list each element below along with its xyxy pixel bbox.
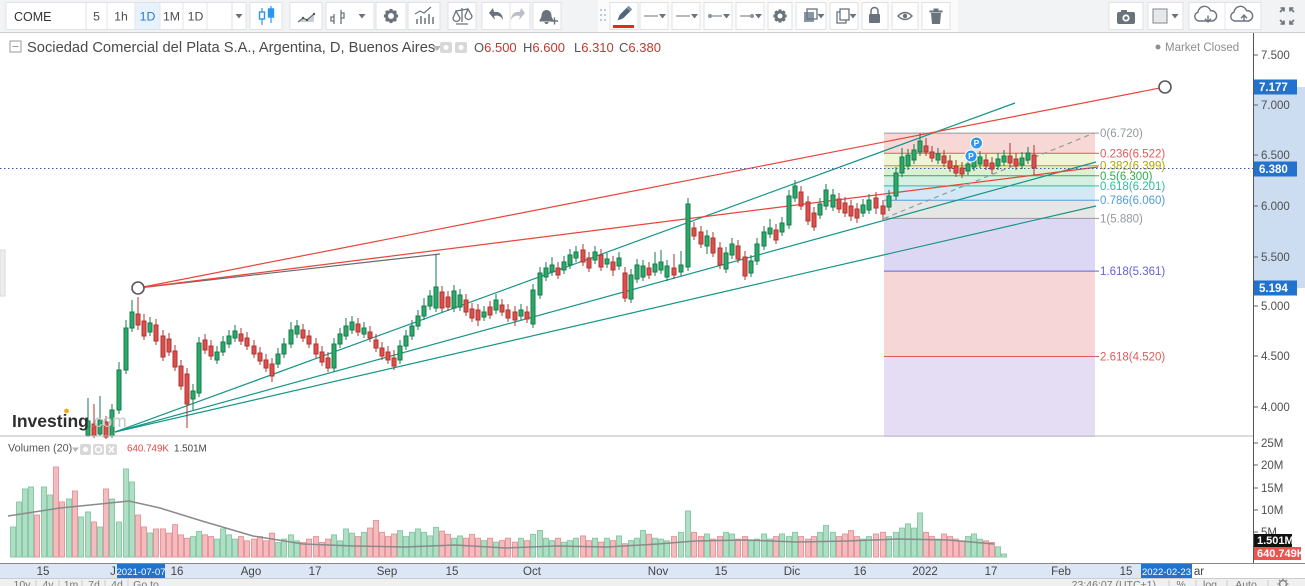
- svg-text:15: 15: [715, 566, 728, 578]
- svg-text:4d: 4d: [111, 579, 123, 586]
- svg-text:Ago: Ago: [241, 566, 261, 578]
- svg-text:2.618(4.520): 2.618(4.520): [1100, 352, 1165, 364]
- svg-text:7.000: 7.000: [1261, 100, 1290, 112]
- svg-text:Nov: Nov: [648, 566, 669, 578]
- svg-text:1.501M: 1.501M: [174, 444, 207, 455]
- svg-text:P: P: [968, 151, 974, 161]
- svg-text:1h: 1h: [114, 10, 128, 24]
- svg-text:1m: 1m: [64, 579, 79, 586]
- svg-text:1D: 1D: [140, 10, 156, 24]
- svg-text:23:46:07 (UTC+1): 23:46:07 (UTC+1): [1072, 579, 1156, 586]
- svg-text:2021-07-07: 2021-07-07: [116, 567, 165, 578]
- svg-text:25M: 25M: [1261, 438, 1283, 450]
- svg-text:2022-02-23: 2022-02-23: [1142, 567, 1191, 578]
- svg-text:O6.500: O6.500: [474, 40, 517, 55]
- svg-text:Dic: Dic: [784, 566, 801, 578]
- svg-text:4.000: 4.000: [1261, 402, 1290, 414]
- svg-text:1.618(5.361): 1.618(5.361): [1100, 266, 1165, 278]
- svg-text:Sociedad Comercial del Plata S: Sociedad Comercial del Plata S.A., Argen…: [27, 40, 435, 56]
- svg-text:7.500: 7.500: [1261, 50, 1290, 62]
- svg-text:4y: 4y: [42, 579, 54, 586]
- svg-text:COME: COME: [14, 10, 52, 24]
- svg-text:640.749K: 640.749K: [1257, 548, 1305, 560]
- svg-text:log: log: [1203, 579, 1217, 586]
- svg-text:20M: 20M: [1261, 460, 1283, 472]
- svg-text:15M: 15M: [1261, 483, 1283, 495]
- svg-text:4.500: 4.500: [1261, 351, 1290, 363]
- svg-text:17: 17: [309, 566, 322, 578]
- svg-text:5.194: 5.194: [1259, 283, 1288, 295]
- svg-text:0(6.720): 0(6.720): [1100, 128, 1143, 140]
- svg-text:Sep: Sep: [377, 566, 397, 578]
- svg-text:ar: ar: [1194, 566, 1204, 578]
- svg-text:5.000: 5.000: [1261, 301, 1290, 313]
- svg-text:L6.310: L6.310: [574, 40, 614, 55]
- svg-text:1.501M: 1.501M: [1257, 535, 1294, 547]
- svg-text:J: J: [110, 566, 116, 578]
- svg-text:10M: 10M: [1261, 505, 1283, 517]
- svg-text:16: 16: [171, 566, 184, 578]
- svg-text:0.5(6.300): 0.5(6.300): [1100, 171, 1153, 183]
- svg-text:15: 15: [446, 566, 459, 578]
- svg-text:Feb: Feb: [1051, 566, 1071, 578]
- svg-text:640.749K: 640.749K: [127, 444, 169, 455]
- svg-text:C6.380: C6.380: [619, 40, 661, 55]
- svg-text:17: 17: [985, 566, 998, 578]
- svg-text:Oct: Oct: [523, 566, 542, 578]
- svg-text:0.618(6.201): 0.618(6.201): [1100, 181, 1165, 193]
- svg-text:15: 15: [37, 566, 50, 578]
- svg-text:16: 16: [854, 566, 867, 578]
- svg-text:0.382(6.399): 0.382(6.399): [1100, 161, 1165, 173]
- svg-text:Go to: Go to: [133, 579, 159, 586]
- svg-text:6.500: 6.500: [1261, 150, 1290, 162]
- svg-text:0.236(6.522): 0.236(6.522): [1100, 148, 1165, 160]
- svg-text:5.500: 5.500: [1261, 252, 1290, 264]
- svg-text:6.380: 6.380: [1259, 164, 1288, 176]
- svg-text:Volumen (20): Volumen (20): [8, 443, 72, 455]
- svg-text:7d: 7d: [88, 579, 100, 586]
- svg-text:7.177: 7.177: [1259, 82, 1288, 94]
- svg-text:%: %: [1176, 579, 1185, 586]
- svg-text:P: P: [974, 138, 980, 148]
- svg-text:Auto: Auto: [1235, 579, 1257, 586]
- svg-text:10y: 10y: [14, 579, 32, 586]
- svg-text:6.000: 6.000: [1261, 201, 1290, 213]
- svg-text:1D: 1D: [188, 10, 204, 24]
- svg-text:Market Closed: Market Closed: [1165, 42, 1239, 54]
- svg-text:1M: 1M: [163, 10, 180, 24]
- svg-text:H6.600: H6.600: [523, 40, 565, 55]
- svg-text:5: 5: [93, 10, 100, 24]
- svg-text:2022: 2022: [912, 566, 938, 578]
- svg-text:15: 15: [1120, 566, 1133, 578]
- svg-text:Investing.com: Investing.com: [12, 411, 127, 431]
- svg-text:0.786(6.060): 0.786(6.060): [1100, 195, 1165, 207]
- svg-text:1(5.880): 1(5.880): [1100, 213, 1143, 225]
